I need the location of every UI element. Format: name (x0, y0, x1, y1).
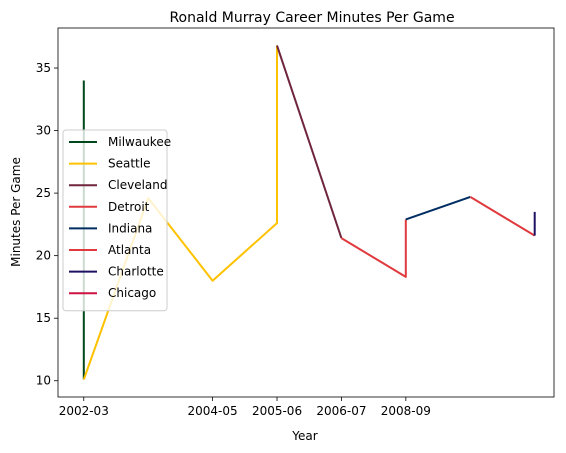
x-tick-label: 2002-03 (59, 404, 109, 418)
y-tick-label: 30 (36, 124, 51, 138)
series-line-4 (405, 195, 471, 221)
y-tick-label: 15 (36, 311, 51, 325)
y-tick-label: 20 (36, 249, 51, 263)
x-axis-label: Year (291, 429, 317, 443)
x-tick-label: 2006-07 (316, 404, 366, 418)
y-axis: 10 15 20 25 30 35 (36, 61, 58, 388)
legend-label: Detroit (108, 200, 150, 214)
series-line-2 (276, 45, 343, 239)
y-tick-label: 25 (36, 186, 51, 200)
plot-area-frame (57, 27, 555, 398)
series-line-3 (340, 219, 407, 278)
legend-box (62, 129, 168, 312)
chart-title: Ronald Murray Career Minutes Per Game (169, 10, 454, 26)
y-tick-label: 35 (36, 61, 51, 75)
legend-label: Chicago (108, 286, 156, 300)
x-tick-label: 2008-09 (381, 404, 431, 418)
x-tick-label: 2004-05 (188, 404, 238, 418)
x-axis: 2002-03 2004-05 2005-06 2006-07 2008-09 (59, 397, 431, 418)
series-line-5 (469, 196, 536, 237)
y-tick-label: 10 (36, 374, 51, 388)
legend-label: Cleveland (108, 178, 168, 192)
legend-label: Charlotte (108, 265, 164, 279)
legend-label: Atlanta (108, 243, 151, 257)
legend-label: Seattle (108, 157, 150, 171)
legend: Milwaukee Seattle Cleveland Detroit Indiana A… (62, 129, 171, 312)
legend-label: Indiana (108, 221, 152, 235)
legend-label: Milwaukee (108, 135, 171, 149)
y-axis-label: Minutes Per Game (9, 157, 23, 267)
x-tick-label: 2005-06 (252, 404, 302, 418)
